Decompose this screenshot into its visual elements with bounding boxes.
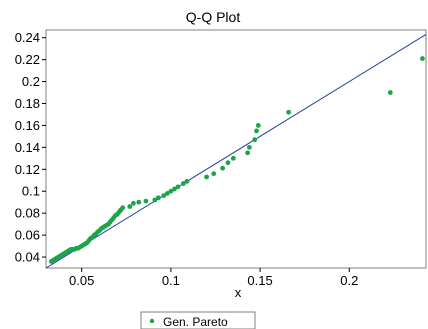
data-point bbox=[420, 56, 425, 61]
y-tick-label: 0.1 bbox=[22, 184, 40, 199]
data-point bbox=[136, 199, 142, 205]
data-point bbox=[220, 165, 226, 171]
data-point bbox=[172, 186, 177, 192]
y-tick-label: 0.06 bbox=[15, 228, 40, 243]
data-point bbox=[184, 178, 190, 184]
data-point bbox=[387, 90, 393, 95]
legend-box bbox=[140, 311, 256, 329]
data-point bbox=[180, 181, 186, 186]
data-point bbox=[225, 160, 231, 166]
y-tick-label: 0.24 bbox=[15, 30, 40, 45]
x-axis: 0.05 0.1 0.15 0.2 bbox=[69, 268, 358, 288]
data-point bbox=[127, 204, 133, 209]
x-tick-label: 0.2 bbox=[340, 273, 358, 288]
data-point bbox=[254, 128, 259, 134]
x-axis-title: x bbox=[235, 285, 242, 300]
chart-title: Q-Q Plot bbox=[186, 9, 241, 25]
legend-marker-gen-pareto bbox=[149, 318, 155, 324]
data-point bbox=[230, 155, 236, 161]
legend: Gen. Pareto bbox=[140, 311, 256, 329]
y-tick-label: 0.2 bbox=[22, 74, 40, 89]
y-tick-label: 0.12 bbox=[15, 162, 40, 177]
data-point bbox=[120, 205, 126, 211]
legend-label-gen-pareto: Gen. Pareto bbox=[163, 315, 228, 329]
reference-line bbox=[45, 33, 427, 269]
data-point bbox=[211, 171, 217, 177]
y-tick-label: 0.14 bbox=[15, 140, 40, 155]
data-point bbox=[152, 197, 158, 203]
data-point bbox=[161, 193, 167, 199]
x-tick-label: 0.15 bbox=[247, 273, 272, 288]
y-tick-label: 0.18 bbox=[15, 96, 40, 111]
data-point bbox=[175, 184, 181, 190]
data-point bbox=[252, 137, 258, 143]
x-tick-label: 0.05 bbox=[69, 273, 94, 288]
y-axis: 0.04 0.06 0.08 0.1 0.12 0.14 0.16 0.18 0.2 0.22 0.… bbox=[15, 30, 46, 265]
data-point bbox=[286, 109, 292, 115]
data-point bbox=[164, 191, 170, 196]
data-point bbox=[168, 188, 174, 194]
data-point bbox=[131, 200, 136, 206]
y-tick-label: 0.04 bbox=[15, 250, 40, 265]
y-tick-label: 0.22 bbox=[15, 52, 40, 67]
x-tick-label: 0.1 bbox=[162, 273, 180, 288]
data-point bbox=[245, 150, 250, 156]
y-tick-label: 0.16 bbox=[15, 118, 40, 133]
data-point bbox=[246, 144, 252, 150]
data-point bbox=[255, 123, 261, 128]
data-point bbox=[155, 195, 161, 201]
y-tick-label: 0.08 bbox=[15, 206, 40, 221]
data-point bbox=[204, 174, 209, 180]
plot-area bbox=[45, 29, 427, 269]
plot-content bbox=[45, 33, 427, 269]
data-point bbox=[143, 198, 149, 204]
